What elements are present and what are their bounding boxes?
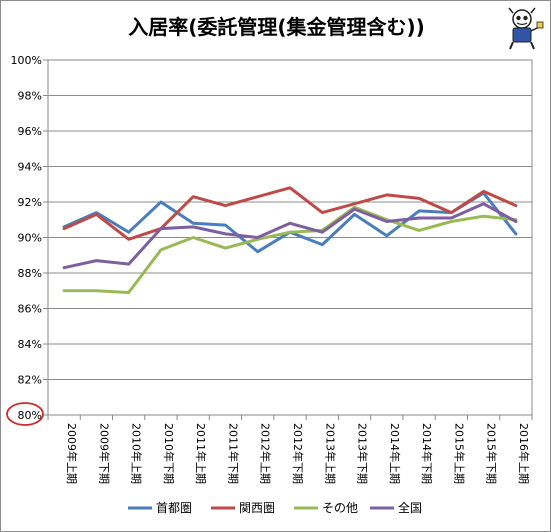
series-line-全国 [62,202,518,270]
y-baseline-highlight-circle [6,402,44,426]
y-tick-label: 82% [18,374,42,387]
y-tick-label: 92% [18,196,42,209]
y-tick-label: 94% [18,161,42,174]
x-tick-label: 2012年下期 [291,423,305,484]
y-tick-label: 100% [11,54,42,67]
y-tick-label: 90% [18,232,42,245]
chart-title: 入居率(委託管理(集金管理含む)) [128,15,425,39]
series-line-関西圏 [62,186,518,241]
x-tick-label: 2013年上期 [323,423,337,484]
y-tick-label: 96% [18,125,42,138]
x-tick-label: 2009年下期 [97,423,111,484]
x-tick-label: 2011年下期 [226,423,240,484]
y-tick-label: 84% [18,338,42,351]
legend-label: 首都圏 [156,501,192,515]
y-tick-label: 98% [18,90,42,103]
x-tick-label: 2015年上期 [452,423,466,484]
x-tick-label: 2009年上期 [65,423,79,484]
legend-label: 全国 [398,500,422,515]
x-tick-label: 2015年下期 [485,423,499,484]
x-tick-label: 2014年下期 [420,423,434,484]
legend-label: 関西圏 [239,501,275,515]
y-tick-label: 86% [18,303,42,316]
x-tick-label: 2010年上期 [130,423,144,484]
y-tick-label: 88% [18,267,42,280]
x-tick-label: 2011年上期 [194,423,208,484]
mascot-logo [508,7,544,50]
x-tick-label: 2013年下期 [356,423,370,484]
y-tick-label: 80% [18,409,42,422]
x-tick-label: 2014年上期 [388,423,402,484]
series-line-その他 [62,205,518,294]
x-tick-label: 2012年上期 [259,423,273,484]
legend-label: その他 [322,501,358,515]
x-tick-label: 2016年上期 [517,423,531,484]
x-tick-label: 2010年下期 [162,423,176,484]
